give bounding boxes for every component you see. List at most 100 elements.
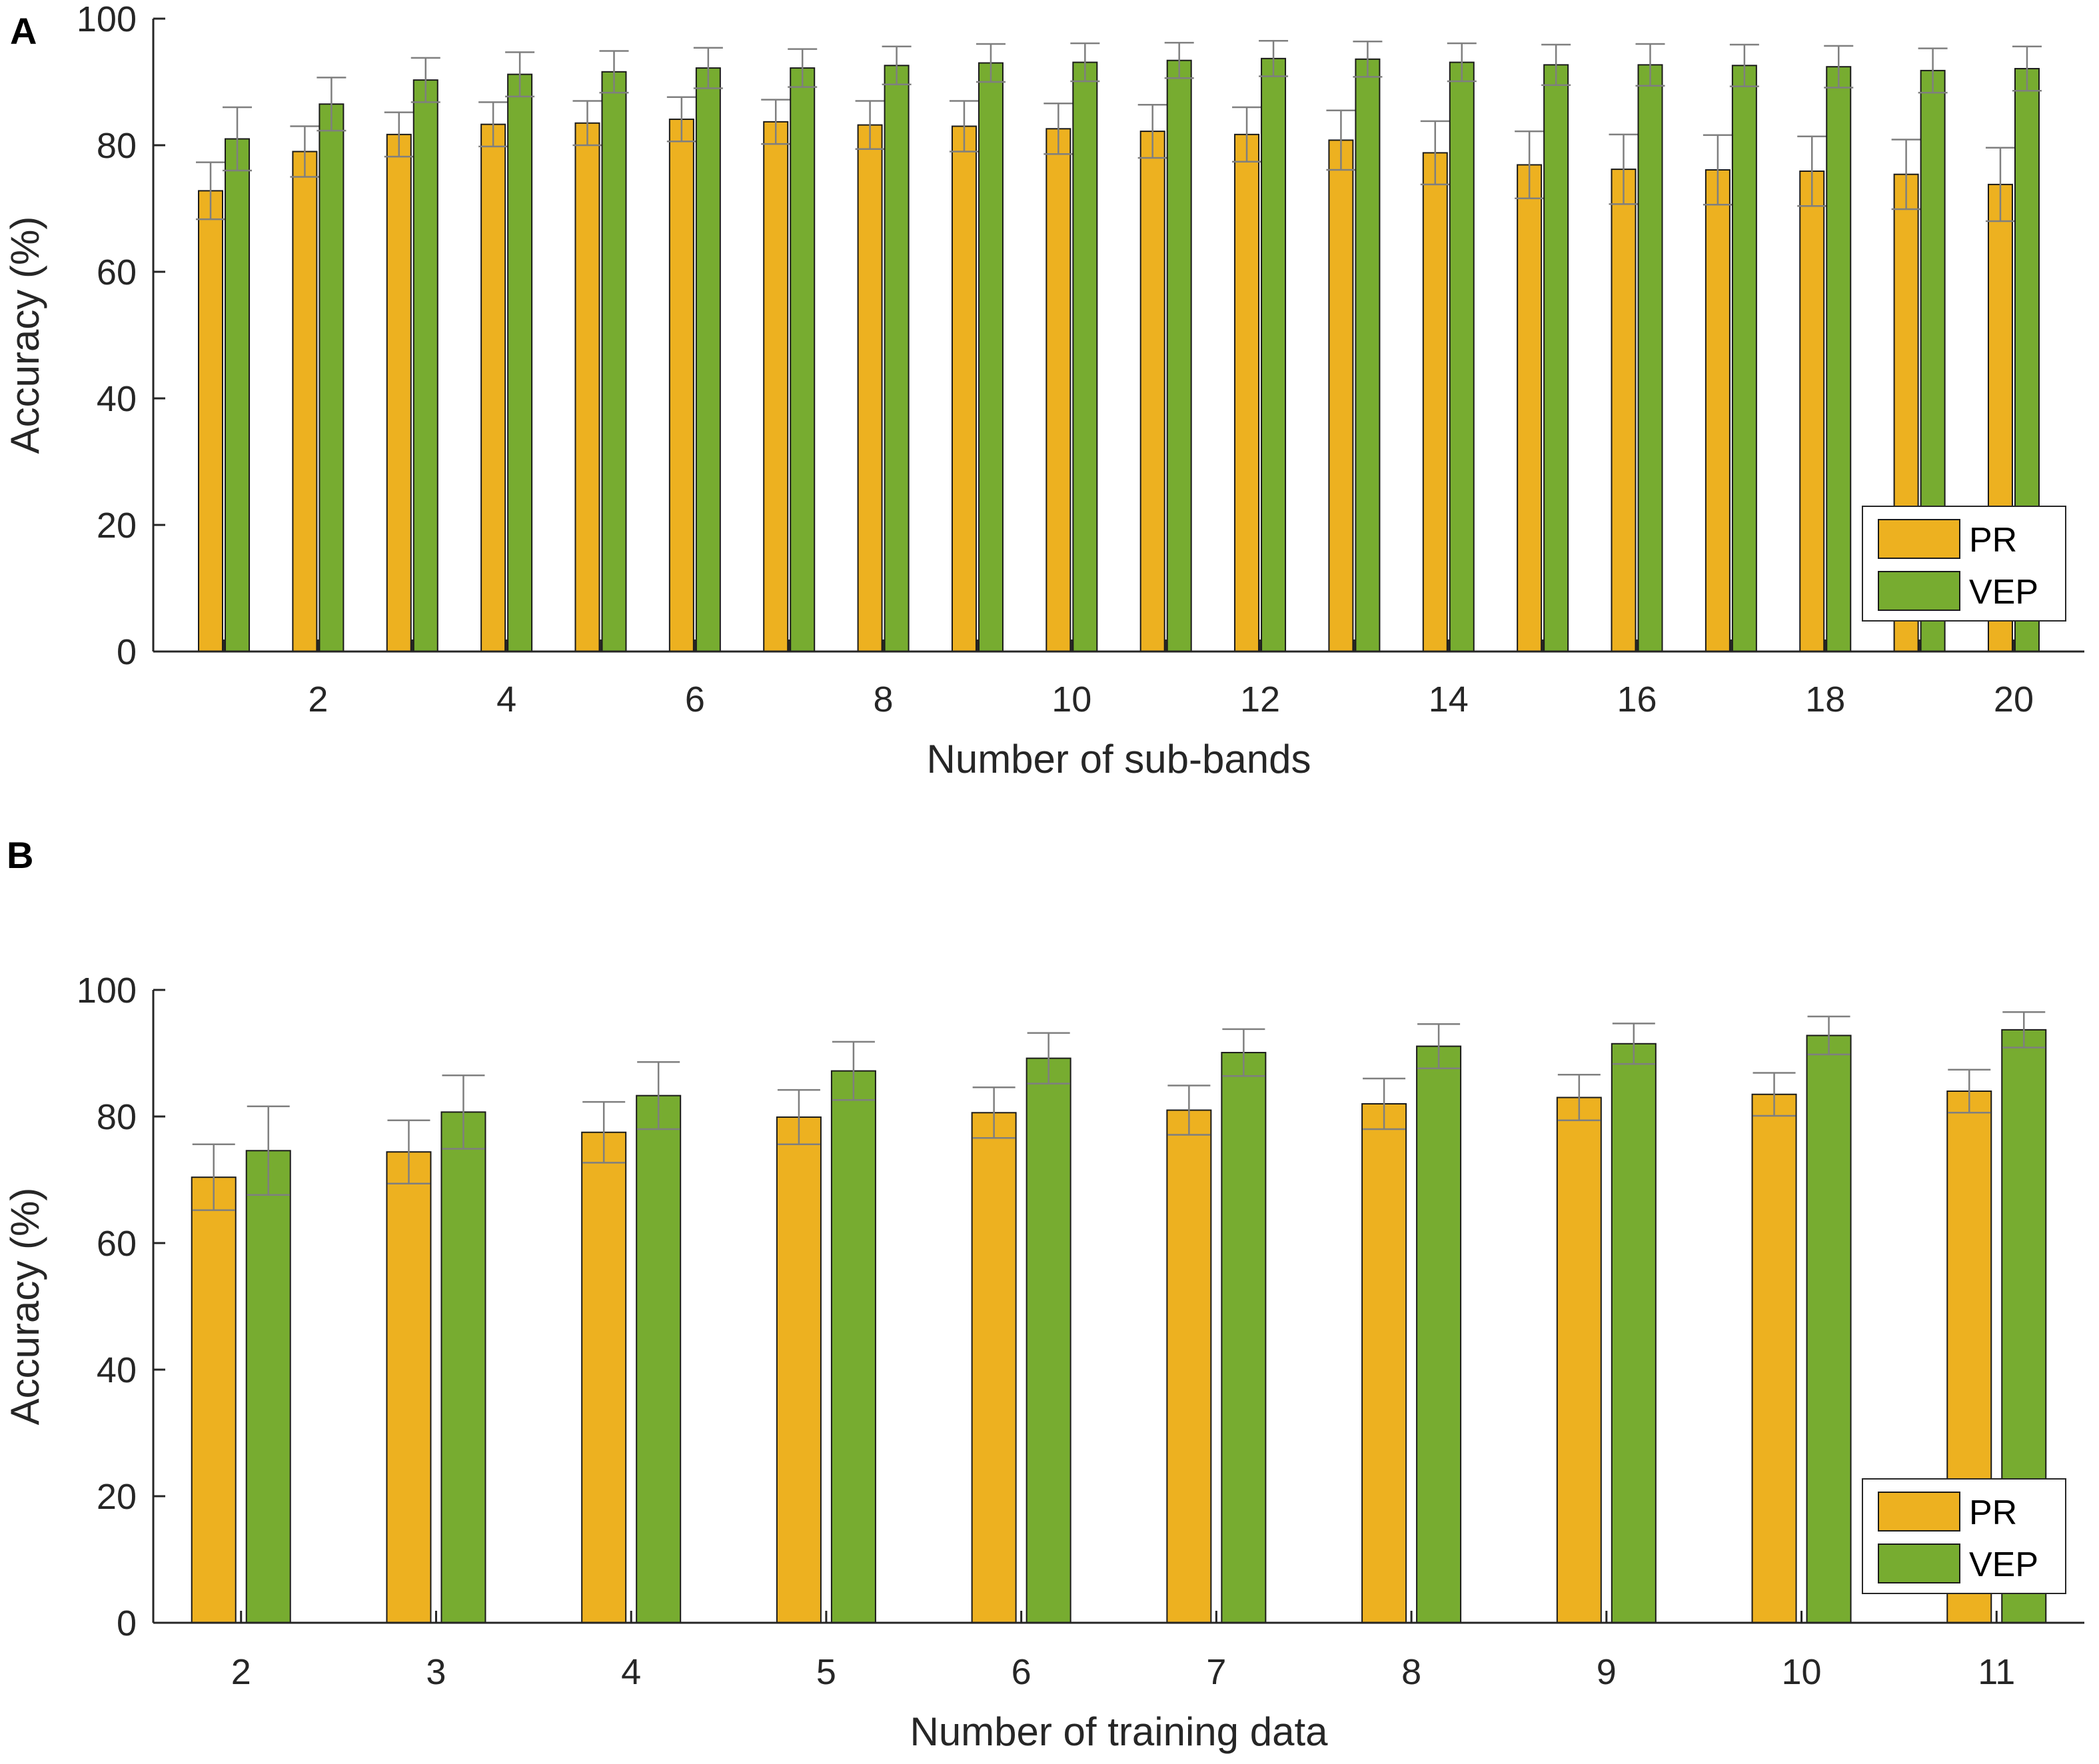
y-tick-label: 0 — [117, 632, 137, 672]
y-axis-title: Accuracy (%) — [3, 1188, 47, 1426]
error-bar-pr — [1891, 139, 1921, 211]
bar-pr — [763, 121, 789, 653]
bar-vep — [412, 79, 438, 652]
legend-label-pr: PR — [1969, 1494, 2017, 1532]
error-bar-vep — [1824, 45, 1854, 89]
bar-vep — [1731, 65, 1757, 653]
bar-vep — [507, 73, 533, 653]
y-tick-label: 100 — [77, 0, 137, 39]
bar-vep — [440, 1111, 486, 1623]
error-bar-pr — [949, 100, 979, 153]
error-bar-pr — [1326, 109, 1356, 171]
error-bar-pr — [777, 1089, 820, 1146]
bar-pr — [1799, 170, 1825, 652]
bar-vep — [1826, 66, 1852, 652]
error-bar-pr — [1137, 103, 1167, 159]
error-bar-vep — [505, 51, 535, 98]
bar-vep — [1026, 1057, 1071, 1623]
x-tick-label: 2 — [308, 679, 328, 719]
x-tick-label: 8 — [874, 679, 894, 719]
bar-vep — [884, 65, 910, 653]
legend-swatch-vep — [1878, 571, 1960, 611]
x-tick-label: 8 — [1401, 1652, 1421, 1692]
error-bar-vep — [788, 48, 818, 88]
bar-vep — [225, 138, 251, 652]
error-bar-vep — [1807, 1015, 1850, 1056]
error-bar-vep — [1070, 42, 1100, 83]
error-bar-vep — [223, 106, 253, 172]
bar-pr — [1556, 1097, 1602, 1623]
bar-pr — [857, 124, 883, 653]
error-bar-vep — [693, 47, 723, 89]
bar-pr — [776, 1116, 822, 1623]
bar-vep — [1416, 1045, 1462, 1624]
bar-vep — [695, 67, 721, 653]
bar-pr — [480, 123, 506, 652]
error-bar-vep — [882, 45, 912, 86]
legend-label-vep: VEP — [1969, 573, 2038, 612]
bar-vep — [1637, 64, 1663, 653]
bar-vep — [790, 67, 816, 653]
x-tick-label: 5 — [816, 1652, 836, 1692]
legend: PR VEP — [1862, 1478, 2066, 1594]
y-tick-label: 40 — [97, 379, 137, 419]
bar-pr — [386, 1151, 432, 1623]
panel-a: A 0 20 40 60 80 100 2 4 6 8 10 12 14 16 18 20 Number of s… — [3, 0, 2084, 781]
x-axis-title: Number of training data — [910, 1709, 1328, 1754]
error-bar-pr — [572, 100, 602, 147]
bar-pr — [1328, 139, 1354, 652]
error-bar-vep — [832, 1041, 875, 1101]
error-bar-pr — [384, 111, 414, 158]
bar-vep — [245, 1150, 291, 1624]
bar-vep — [1806, 1035, 1852, 1623]
bar-pr — [1611, 169, 1637, 653]
error-bar-vep — [2002, 1011, 2046, 1049]
error-bar-pr — [1363, 1077, 1406, 1130]
error-bar-vep — [599, 50, 629, 94]
bar-vep — [1543, 64, 1569, 653]
bar-vep — [830, 1070, 876, 1623]
bar-pr — [1166, 1109, 1212, 1623]
error-bar-vep — [317, 77, 347, 132]
bar-vep — [978, 62, 1004, 652]
bar-vep — [1072, 61, 1098, 653]
error-bar-pr — [1232, 106, 1262, 163]
error-bar-pr — [387, 1119, 430, 1184]
error-bar-vep — [1417, 1023, 1461, 1070]
y-tick-label: 0 — [117, 1603, 137, 1643]
bar-pr — [292, 151, 318, 652]
error-bar-pr — [1703, 134, 1733, 206]
y-tick-label: 60 — [97, 1224, 137, 1264]
error-bar-vep — [1222, 1028, 1265, 1077]
legend: PR VEP — [1862, 506, 2066, 622]
error-bar-vep — [1164, 41, 1194, 79]
x-tick-label: 6 — [685, 679, 705, 719]
bar-pr — [1705, 169, 1731, 653]
x-tick-label: 7 — [1206, 1652, 1226, 1692]
bar-pr — [971, 1112, 1017, 1624]
error-bar-pr — [1420, 120, 1450, 186]
legend-label-vep: VEP — [1969, 1545, 2038, 1584]
bar-pr — [1751, 1093, 1797, 1623]
bar-pr — [1046, 128, 1071, 653]
error-bar-vep — [247, 1105, 290, 1196]
error-bar-vep — [1729, 43, 1759, 87]
error-bar-pr — [1557, 1074, 1601, 1121]
bar-pr — [1361, 1103, 1407, 1623]
x-tick-label: 12 — [1240, 679, 1280, 719]
y-tick-label: 40 — [97, 1350, 137, 1390]
error-bar-vep — [1353, 40, 1383, 78]
bar-pr — [198, 190, 224, 652]
error-bar-vep — [976, 43, 1006, 83]
y-tick-label: 60 — [97, 252, 137, 292]
y-tick-label: 80 — [97, 1097, 137, 1137]
error-bar-vep — [1541, 43, 1571, 86]
legend-label-pr: PR — [1969, 521, 2017, 560]
y-tick-label: 20 — [97, 506, 137, 546]
error-bar-pr — [761, 99, 791, 145]
y-axis-title: Accuracy (%) — [3, 217, 47, 454]
error-bar-vep — [1447, 42, 1477, 83]
x-tick-label: 3 — [426, 1652, 446, 1692]
bar-pr — [574, 122, 600, 652]
